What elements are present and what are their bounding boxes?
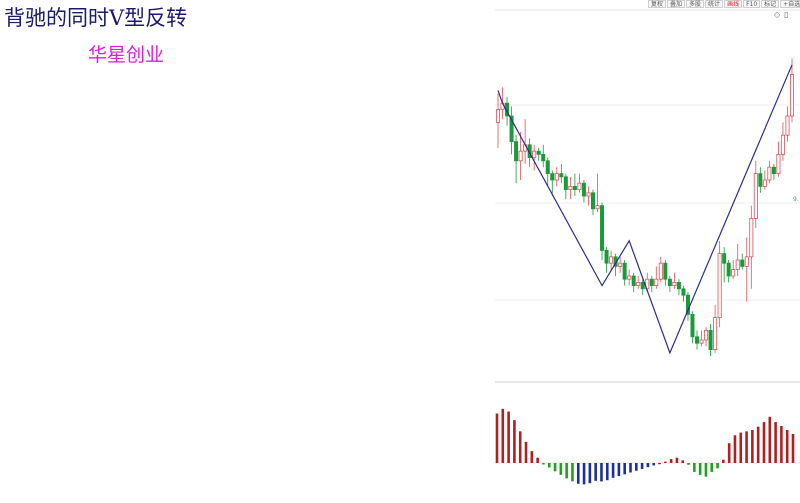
candle-body bbox=[627, 275, 632, 280]
toolbar-button-multi[interactable]: 多股 bbox=[686, 0, 705, 8]
candle-body bbox=[604, 249, 609, 264]
toolbar-button-mark[interactable]: 标记 bbox=[761, 0, 780, 8]
candle-body bbox=[726, 262, 731, 277]
candle-body bbox=[532, 150, 537, 158]
candle-body bbox=[550, 173, 555, 181]
candle-body bbox=[785, 115, 790, 136]
candle-body bbox=[509, 115, 514, 143]
candle-body bbox=[645, 278, 650, 290]
candle-body bbox=[771, 166, 776, 174]
candle-body bbox=[600, 205, 605, 251]
candle-body bbox=[495, 109, 500, 123]
candle-body bbox=[554, 173, 559, 181]
candle-body bbox=[767, 166, 772, 181]
trend-line bbox=[497, 64, 793, 355]
candle-body bbox=[609, 256, 614, 264]
candle-body bbox=[685, 294, 690, 315]
candle-body bbox=[586, 192, 591, 197]
candle-body bbox=[559, 173, 564, 178]
candle-body bbox=[776, 153, 781, 174]
candle-body bbox=[762, 179, 767, 187]
candle-body bbox=[631, 275, 636, 287]
toolbar-button-f10[interactable]: F10 bbox=[743, 0, 761, 8]
candle-body bbox=[590, 192, 595, 210]
page-title: 背驰的同时V型反转 bbox=[4, 6, 188, 30]
candle-body bbox=[790, 74, 795, 117]
candle-body bbox=[695, 336, 700, 344]
candle-body bbox=[545, 160, 550, 175]
candle-body bbox=[708, 329, 713, 350]
toolbar-button-stats[interactable]: 统计 bbox=[705, 0, 724, 8]
candle-body bbox=[744, 256, 749, 267]
candle-body bbox=[690, 313, 695, 338]
candle-body bbox=[780, 134, 785, 155]
candle-body bbox=[514, 141, 519, 162]
stock-name: 华星创业 bbox=[88, 44, 165, 66]
candle-body bbox=[676, 281, 681, 290]
candle-body bbox=[749, 217, 754, 258]
candle-body bbox=[581, 182, 586, 197]
candle-body bbox=[722, 253, 727, 264]
candle-body bbox=[699, 339, 704, 344]
candle-body bbox=[717, 253, 722, 319]
candle-body bbox=[758, 173, 763, 187]
candle-body bbox=[577, 182, 582, 190]
toolbar-button-overlay[interactable]: 叠加 bbox=[667, 0, 686, 8]
side-icons: ◇ ▯ bbox=[774, 10, 789, 19]
toolbar-button-add-watch[interactable]: +自选 bbox=[780, 0, 800, 8]
candle-body bbox=[572, 185, 577, 190]
candle-body bbox=[654, 278, 659, 287]
candle-body bbox=[518, 150, 523, 162]
price-tag: 9. bbox=[793, 196, 799, 203]
candle-body bbox=[663, 262, 668, 280]
candle-body bbox=[541, 153, 546, 162]
candle-body bbox=[640, 281, 645, 290]
macd-histogram bbox=[495, 408, 795, 485]
candle-body bbox=[658, 262, 663, 280]
candle-body bbox=[622, 262, 627, 280]
candle-body bbox=[563, 176, 568, 191]
candle-body bbox=[740, 259, 745, 267]
diamond-icon[interactable]: ◇ bbox=[774, 10, 781, 19]
candle-body bbox=[704, 329, 709, 341]
candle-body bbox=[753, 173, 758, 219]
candle-body bbox=[731, 269, 736, 277]
candle-body bbox=[595, 205, 600, 210]
candle-body bbox=[636, 281, 641, 286]
candle-body bbox=[568, 185, 573, 190]
candle-body bbox=[672, 281, 677, 286]
candle-body bbox=[681, 288, 686, 296]
candles-group bbox=[495, 58, 795, 356]
toolbar-button-fuquan[interactable]: 复权 bbox=[648, 0, 667, 8]
candle-body bbox=[618, 262, 623, 267]
panel-icon[interactable]: ▯ bbox=[784, 10, 789, 19]
candle-body bbox=[735, 259, 740, 271]
candle-body bbox=[536, 150, 541, 155]
candle-body bbox=[649, 278, 654, 287]
chart-toolbar: 复权 叠加 多股 统计 画线 F10 标记 +自选 bbox=[648, 0, 800, 8]
toolbar-button-draw[interactable]: 画线 bbox=[724, 0, 743, 8]
candle-body bbox=[713, 317, 718, 351]
candle-body bbox=[667, 278, 672, 287]
